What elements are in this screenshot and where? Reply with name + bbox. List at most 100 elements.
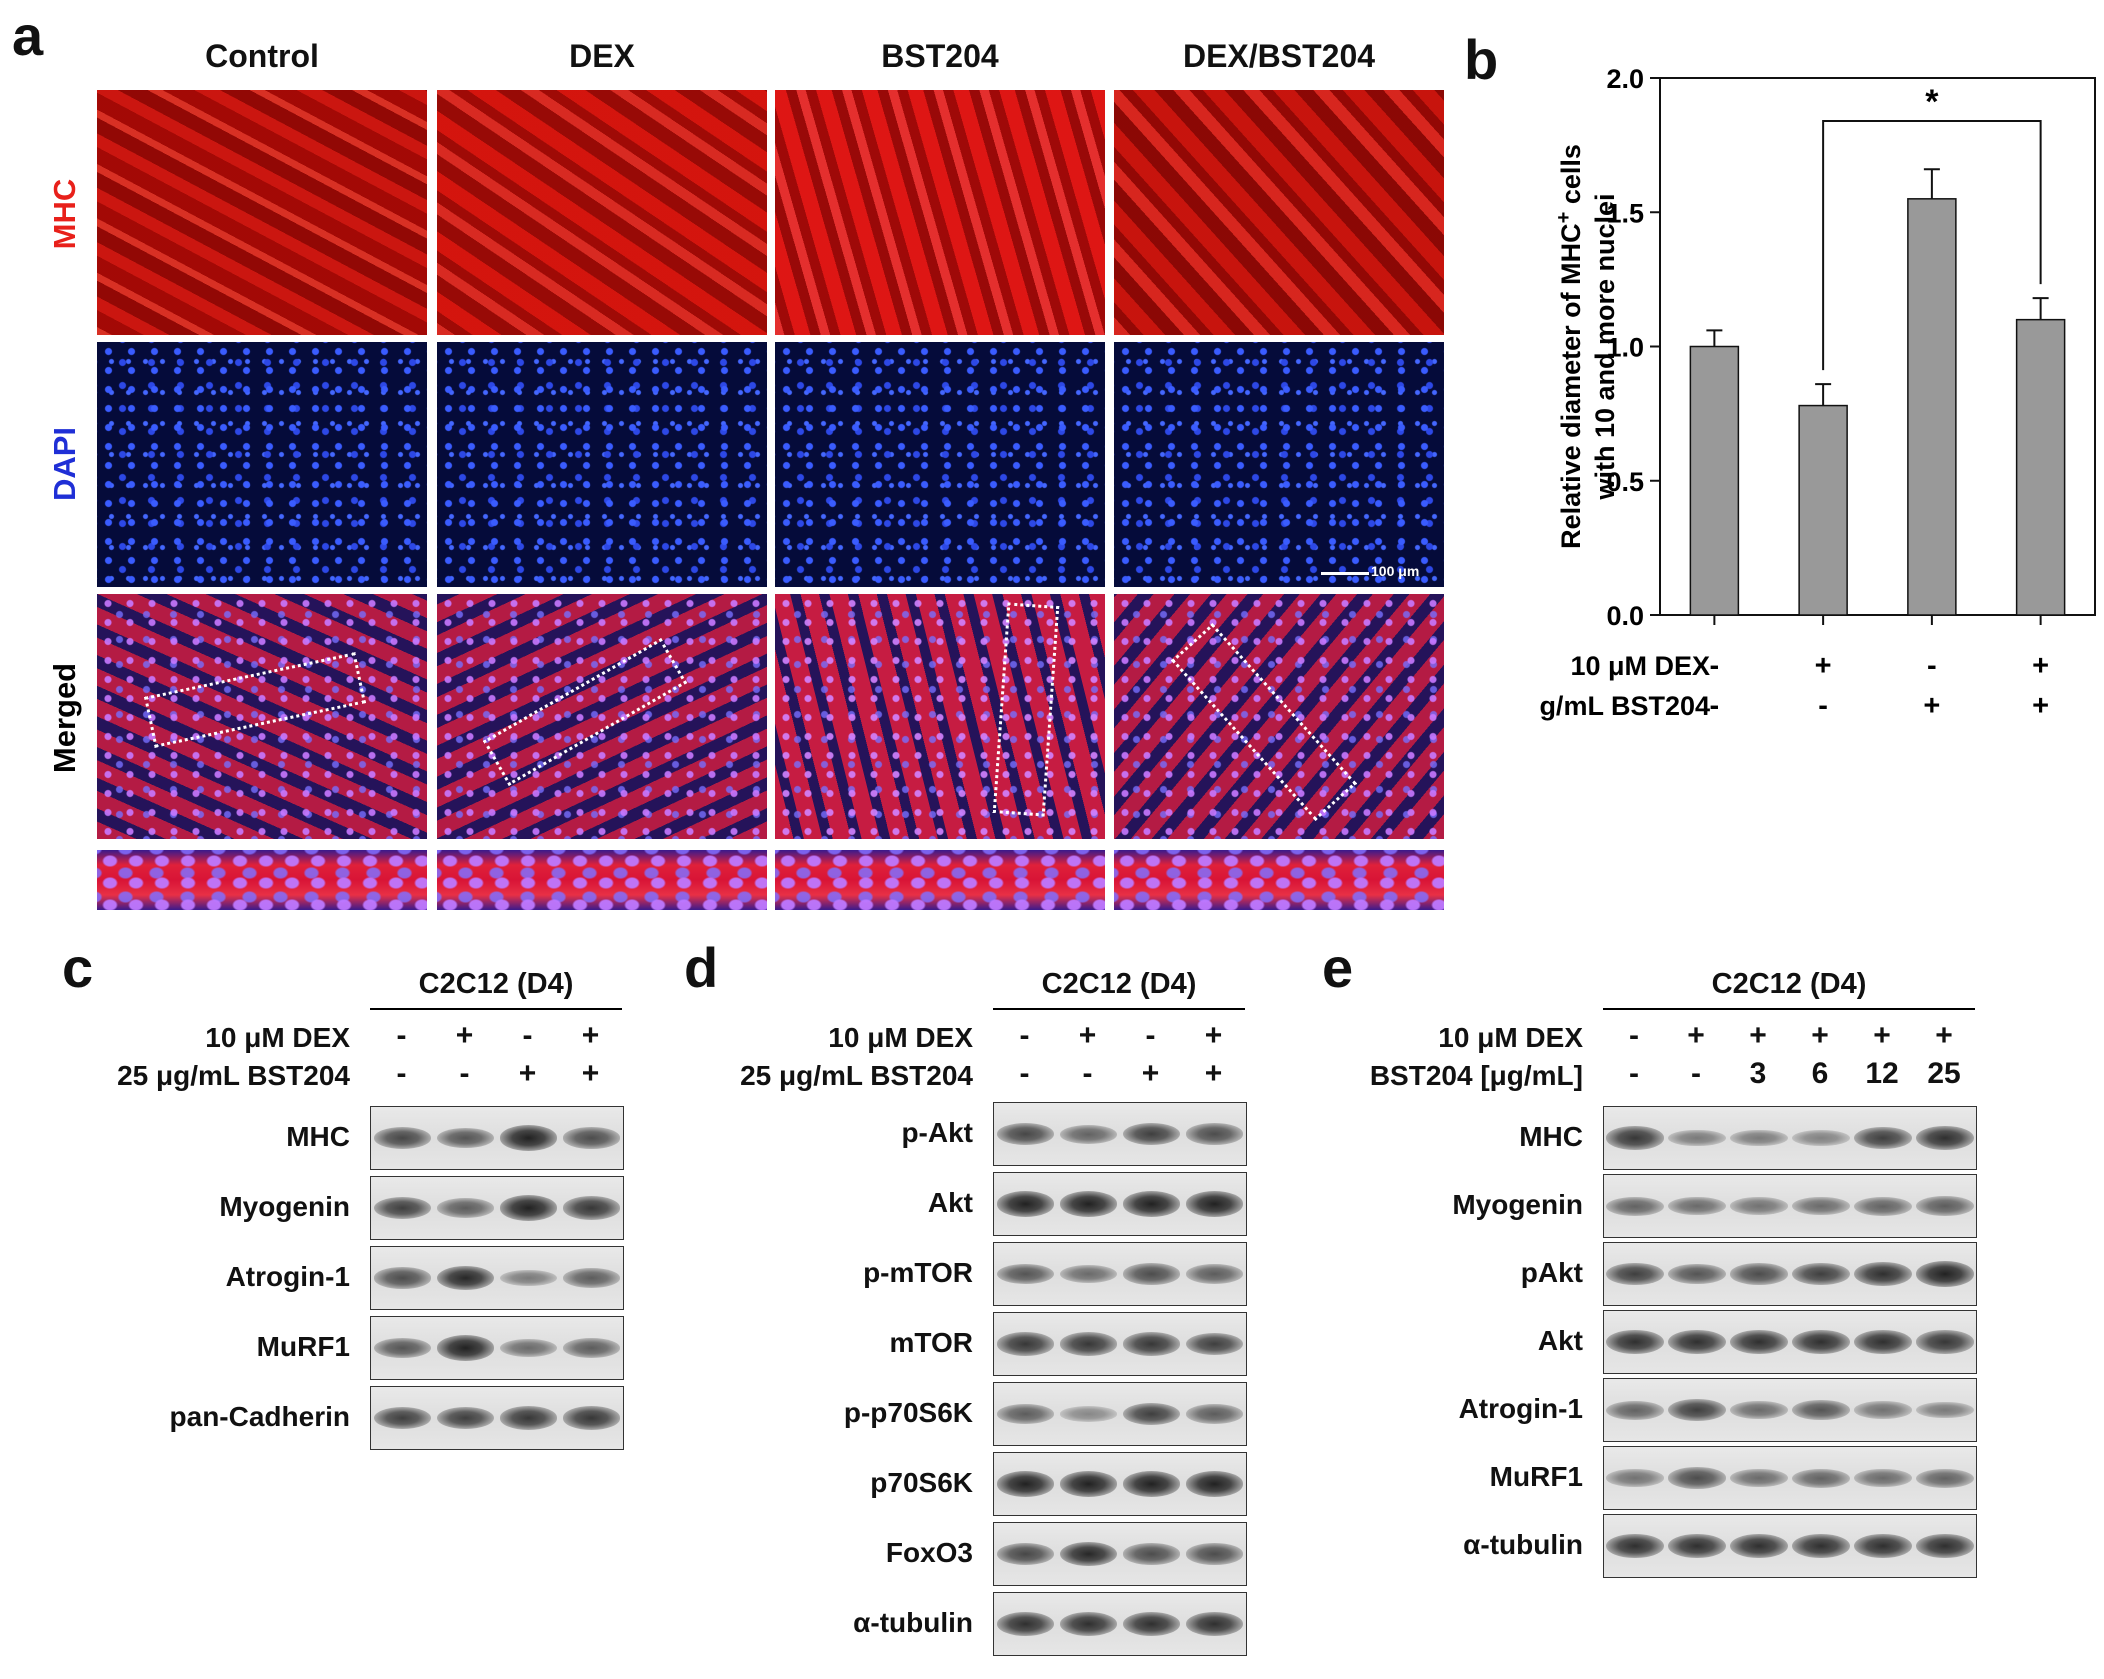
blot-header-underline bbox=[1603, 1008, 1975, 1010]
band bbox=[1730, 1468, 1788, 1488]
band bbox=[1185, 1264, 1244, 1284]
blot-label: Akt bbox=[1537, 1325, 1583, 1356]
treatment-label: 10 μM DEX bbox=[205, 1022, 350, 1053]
band bbox=[1185, 1123, 1244, 1145]
treatment-sign: - bbox=[396, 1057, 407, 1090]
band bbox=[1059, 1612, 1118, 1636]
roi-box bbox=[992, 602, 1060, 817]
band bbox=[1916, 1196, 1974, 1216]
condition-sign: + bbox=[1815, 650, 1832, 682]
band bbox=[1854, 1262, 1912, 1286]
treatment-sign: + bbox=[518, 1057, 537, 1090]
blot-label: MuRF1 bbox=[256, 1331, 350, 1362]
blot-strip bbox=[1603, 1446, 1977, 1510]
band bbox=[1122, 1122, 1181, 1146]
micrograph-dapi-dex bbox=[437, 342, 767, 587]
significance-bracket bbox=[1822, 119, 2042, 371]
band bbox=[1792, 1129, 1850, 1147]
bar bbox=[1798, 404, 1848, 616]
band bbox=[1854, 1468, 1912, 1488]
band bbox=[1185, 1471, 1244, 1497]
band bbox=[1185, 1404, 1244, 1424]
treatment-sign: + bbox=[1204, 1057, 1223, 1090]
band bbox=[1854, 1126, 1912, 1150]
micrograph-mhc-dex-bst204 bbox=[1114, 90, 1444, 335]
blot-label: mTOR bbox=[889, 1327, 974, 1358]
blot-strip bbox=[370, 1386, 624, 1450]
blot-label: MHC bbox=[286, 1121, 350, 1152]
treatment-sign: 6 bbox=[1811, 1057, 1829, 1090]
band bbox=[1854, 1401, 1912, 1419]
blot-label: Myogenin bbox=[1452, 1189, 1583, 1220]
band bbox=[1122, 1471, 1181, 1497]
micrograph-merged-dex bbox=[437, 594, 767, 839]
treatment-label: 10 μM DEX bbox=[1438, 1022, 1583, 1053]
band bbox=[996, 1123, 1055, 1145]
micrograph-dapi-bst204 bbox=[775, 342, 1105, 587]
treatment-sign: - bbox=[396, 1019, 407, 1052]
micrograph-merged-dex-bst204 bbox=[1114, 594, 1444, 839]
band bbox=[1668, 1129, 1726, 1147]
blot-strip bbox=[993, 1312, 1247, 1376]
band bbox=[1668, 1263, 1726, 1285]
band bbox=[499, 1125, 558, 1151]
treatment-sign: + bbox=[1687, 1019, 1705, 1052]
band bbox=[1059, 1541, 1118, 1567]
band bbox=[1916, 1126, 1974, 1150]
y-tick-label: 1.0 bbox=[1606, 333, 1644, 363]
column-title-bst204: BST204 bbox=[881, 38, 999, 74]
panel-letter-d: d bbox=[684, 936, 719, 999]
condition-sign: + bbox=[2032, 690, 2049, 722]
blot-strip bbox=[993, 1172, 1247, 1236]
band bbox=[562, 1406, 621, 1430]
band bbox=[1122, 1402, 1181, 1426]
blot-header-underline bbox=[993, 1008, 1245, 1010]
treatment-sign: 12 bbox=[1865, 1057, 1899, 1090]
blot-header: C2C12 (D4) bbox=[1041, 968, 1197, 1000]
blot-label: p70S6K bbox=[870, 1467, 973, 1498]
column-title-control: Control bbox=[205, 38, 319, 74]
y-tick-label: 2.0 bbox=[1606, 64, 1644, 94]
treatment-sign: + bbox=[581, 1057, 600, 1090]
band bbox=[996, 1332, 1055, 1356]
blot-label: α-tubulin bbox=[1463, 1529, 1583, 1560]
bar-chart: 0.0 0.5 1.0 1.5 2.0 * Relative diameter of MHC… bbox=[1540, 64, 2096, 722]
treatment-sign: + bbox=[1204, 1019, 1223, 1052]
row-label-merged: Merged bbox=[47, 662, 82, 774]
condition-sign: + bbox=[2032, 650, 2049, 682]
micrograph-merged-bst204 bbox=[775, 594, 1105, 839]
band bbox=[1059, 1406, 1118, 1422]
band bbox=[1730, 1400, 1788, 1420]
blot-strip bbox=[993, 1242, 1247, 1306]
treatment-sign: - bbox=[1629, 1057, 1639, 1090]
treatment-label: 25 μg/mL BST204 bbox=[117, 1060, 350, 1091]
band bbox=[1792, 1399, 1850, 1421]
band bbox=[1059, 1332, 1118, 1356]
band bbox=[996, 1543, 1055, 1565]
band bbox=[499, 1406, 558, 1430]
blot-header: C2C12 (D4) bbox=[418, 968, 574, 1000]
band bbox=[1122, 1543, 1181, 1565]
band bbox=[1668, 1330, 1726, 1354]
condition-sign: - bbox=[1710, 650, 1720, 682]
y-axis-label-line2: with 10 and more nuclei bbox=[1590, 193, 1620, 500]
zoom-crop-dex bbox=[437, 850, 767, 910]
band bbox=[1606, 1330, 1664, 1354]
blot-label: p-mTOR bbox=[863, 1257, 973, 1288]
band bbox=[1730, 1330, 1788, 1354]
y-tick-label: 0.0 bbox=[1606, 601, 1644, 631]
band bbox=[373, 1196, 432, 1220]
band bbox=[1059, 1124, 1118, 1144]
y-tick-label: 0.5 bbox=[1606, 467, 1644, 497]
band bbox=[1059, 1191, 1118, 1217]
zoom-crop-control bbox=[97, 850, 427, 910]
blot-label: Atrogin-1 bbox=[225, 1261, 350, 1292]
band bbox=[1606, 1534, 1664, 1558]
micrograph-merged-control bbox=[97, 594, 427, 839]
band bbox=[1668, 1398, 1726, 1422]
roi-box bbox=[482, 637, 688, 787]
blot-label: MHC bbox=[1519, 1121, 1583, 1152]
blot-header: C2C12 (D4) bbox=[1711, 968, 1867, 1000]
band bbox=[1916, 1401, 1974, 1419]
band bbox=[499, 1338, 558, 1358]
